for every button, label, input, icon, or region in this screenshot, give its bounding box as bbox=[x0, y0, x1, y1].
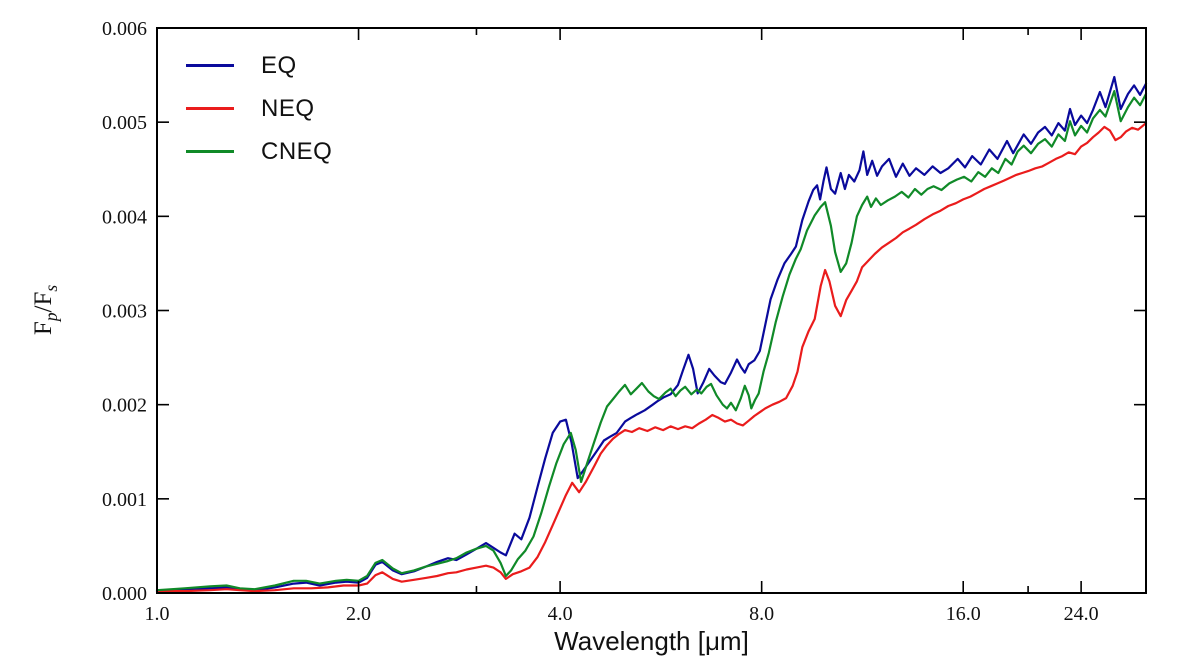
x-tick-label: 2.0 bbox=[346, 603, 371, 625]
y-tick-label: 0.000 bbox=[102, 583, 147, 605]
y-axis-title-sub1: p bbox=[41, 312, 61, 322]
y-tick-label: 0.001 bbox=[102, 489, 147, 511]
legend-line-swatch-cneq bbox=[186, 150, 234, 153]
legend-label-neq: NEQ bbox=[261, 94, 315, 122]
y-tick-label: 0.005 bbox=[102, 112, 147, 134]
x-tick-label: 4.0 bbox=[548, 603, 573, 625]
y-tick-label: 0.003 bbox=[102, 301, 147, 323]
legend-item-eq: EQ bbox=[186, 44, 332, 87]
y-axis-title-sub2: s bbox=[41, 284, 61, 292]
series-line-cneq bbox=[155, 89, 1148, 592]
legend-item-neq: NEQ bbox=[186, 87, 332, 130]
legend-line-swatch-eq bbox=[186, 64, 234, 67]
x-tick-label: 24.0 bbox=[1064, 603, 1099, 625]
y-axis-title-base1: F bbox=[30, 321, 57, 336]
legend: EQ NEQ CNEQ bbox=[186, 44, 332, 173]
series-line-neq bbox=[155, 121, 1148, 593]
legend-label-cneq: CNEQ bbox=[261, 137, 333, 165]
y-axis-title-base2: /F bbox=[30, 291, 57, 313]
y-axis-title: Fp/Fs bbox=[30, 285, 62, 335]
legend-line-swatch-neq bbox=[186, 107, 234, 110]
x-tick-label: 16.0 bbox=[946, 603, 981, 625]
x-tick-label: 8.0 bbox=[749, 603, 774, 625]
y-tick-label: 0.006 bbox=[102, 18, 147, 40]
y-tick-label: 0.004 bbox=[102, 206, 147, 228]
x-axis-title: Wavelength [μm] bbox=[554, 626, 749, 656]
y-tick-label: 0.002 bbox=[102, 395, 147, 417]
legend-item-cneq: CNEQ bbox=[186, 130, 332, 173]
x-tick-label: 1.0 bbox=[145, 603, 170, 625]
legend-label-eq: EQ bbox=[261, 51, 297, 79]
